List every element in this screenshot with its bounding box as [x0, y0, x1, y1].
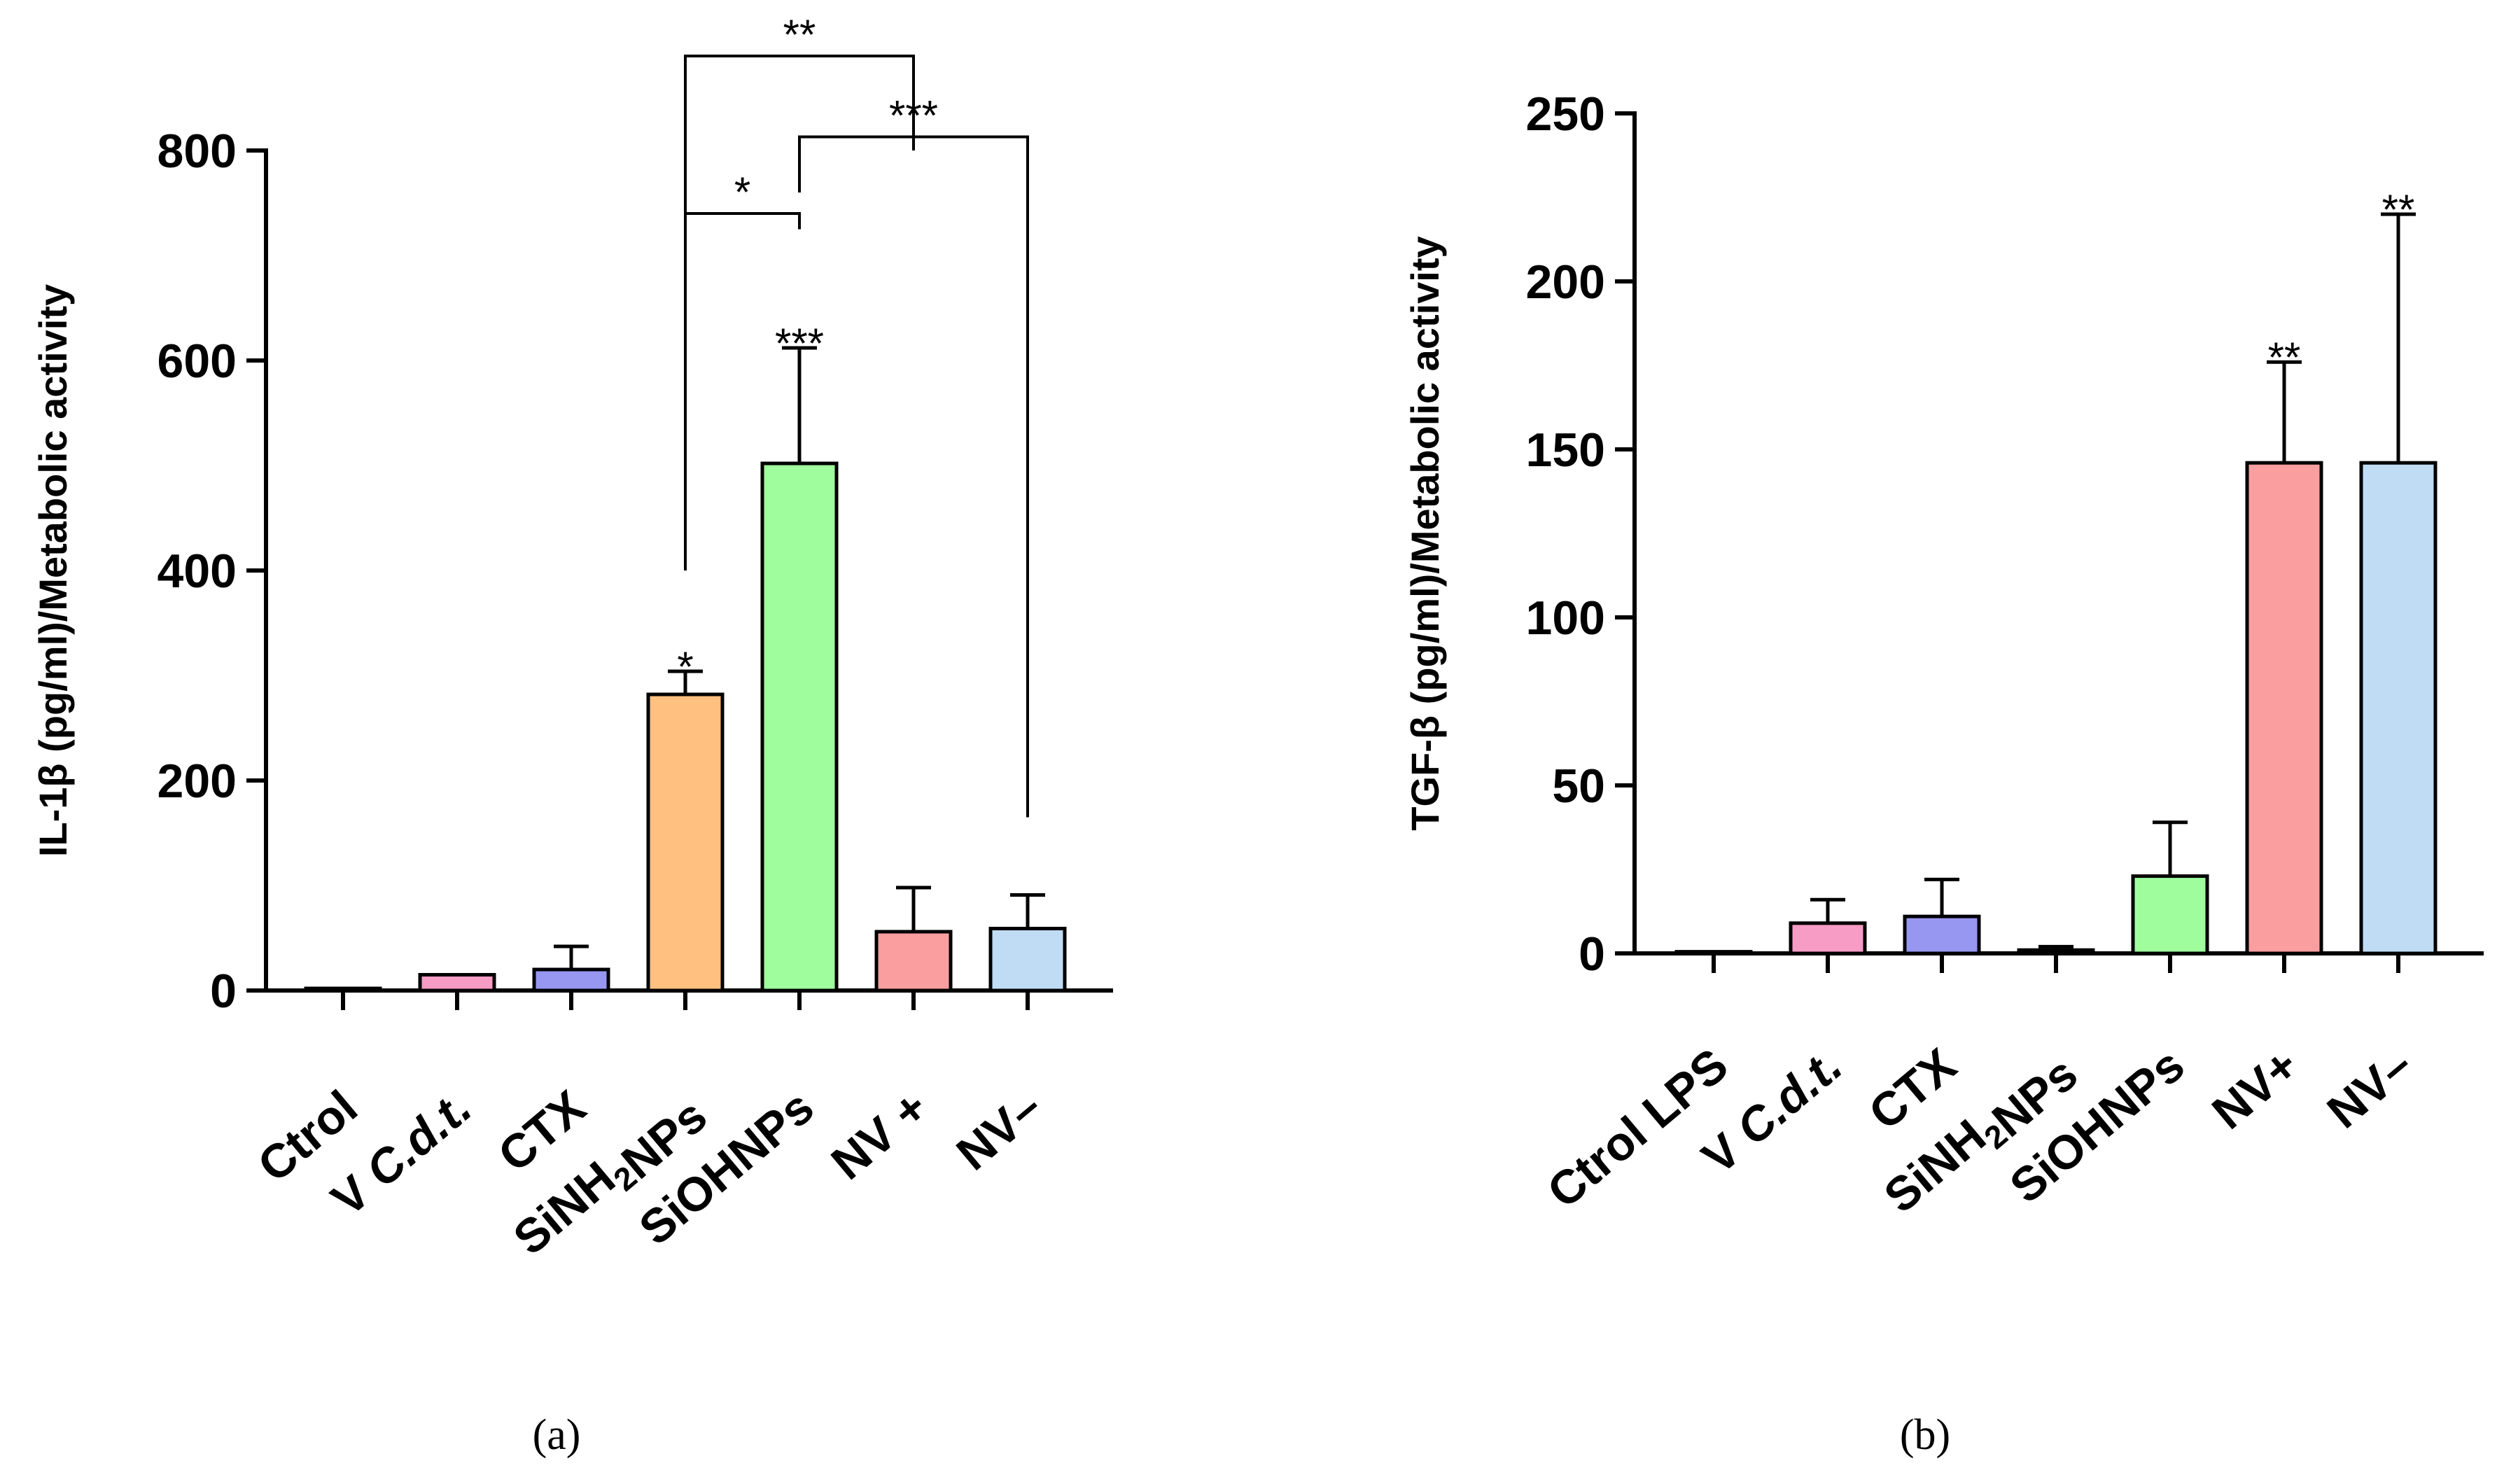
y-tick-label: 0 [210, 965, 237, 1018]
category-label-part: Ctrol LPS [1537, 1038, 1737, 1218]
category-label-part: NV– [946, 1080, 1051, 1180]
x-category-label: NV– [946, 1080, 1051, 1180]
category-label-part: NV– [2317, 1038, 2422, 1138]
bar [1674, 950, 1753, 955]
y-tick-label: 50 [1552, 760, 1605, 813]
bar [304, 986, 382, 993]
category-label-part: C.d.t. [1727, 1038, 1852, 1155]
significance-bracket [798, 135, 1029, 818]
panel-label: (a) [533, 1411, 581, 1459]
y-axis-label: IL-1β (pg/ml)/Metabolic activity [31, 284, 75, 857]
bar [646, 692, 725, 993]
significance-label: ** [2268, 334, 2301, 381]
y-tick-label: 600 [158, 335, 237, 388]
y-tick-label: 150 [1526, 424, 1605, 477]
x-category-label: NV + [822, 1080, 938, 1190]
y-axis-label: TGF-β (pg/ml)/Metabolic activity [1403, 236, 1447, 830]
y-tick-label: 0 [1579, 927, 1605, 981]
significance-label: ** [2382, 186, 2415, 233]
x-category-label: Ctrol LPS [1537, 1038, 1737, 1218]
panel-b-tgfb-chart: 0 50 100 150 200 250 TGF-β (pg/ml)/Metabolic a… [1403, 88, 2484, 1459]
bracket-label: *** [889, 92, 938, 139]
bar [988, 927, 1067, 993]
bar [1789, 921, 1867, 955]
panel-a-il1b-chart: 0 200 400 600 800 IL-1β (pg/ml)/Metabolic act… [31, 11, 1113, 1459]
bar [2359, 461, 2437, 955]
bar [532, 967, 610, 993]
bar [2017, 948, 2095, 955]
y-tick-label: 800 [158, 125, 237, 178]
bar [2245, 461, 2323, 955]
x-category-label: NV– [2317, 1038, 2422, 1138]
category-label-part: NV + [822, 1080, 938, 1190]
bar [418, 973, 496, 993]
bracket-label: * [734, 169, 750, 216]
y-tick-label: 200 [1526, 255, 1605, 309]
significance-label: * [677, 643, 693, 690]
significance-bracket [684, 212, 801, 570]
category-label-part: C.d.t. [356, 1080, 482, 1197]
y-tick-label: 200 [158, 755, 237, 808]
y-tick-label: 250 [1526, 88, 1605, 141]
panel-label: (b) [1900, 1411, 1950, 1459]
bar [874, 930, 953, 993]
bar [760, 461, 839, 993]
significance-label: *** [775, 320, 824, 367]
bar [1903, 914, 1981, 955]
category-label-part: NV+ [2202, 1038, 2309, 1139]
y-tick-label: 400 [158, 545, 237, 598]
bracket-label: ** [783, 11, 816, 58]
bar [2131, 874, 2209, 955]
y-tick-label: 100 [1526, 592, 1605, 645]
x-category-label: NV+ [2202, 1038, 2309, 1139]
